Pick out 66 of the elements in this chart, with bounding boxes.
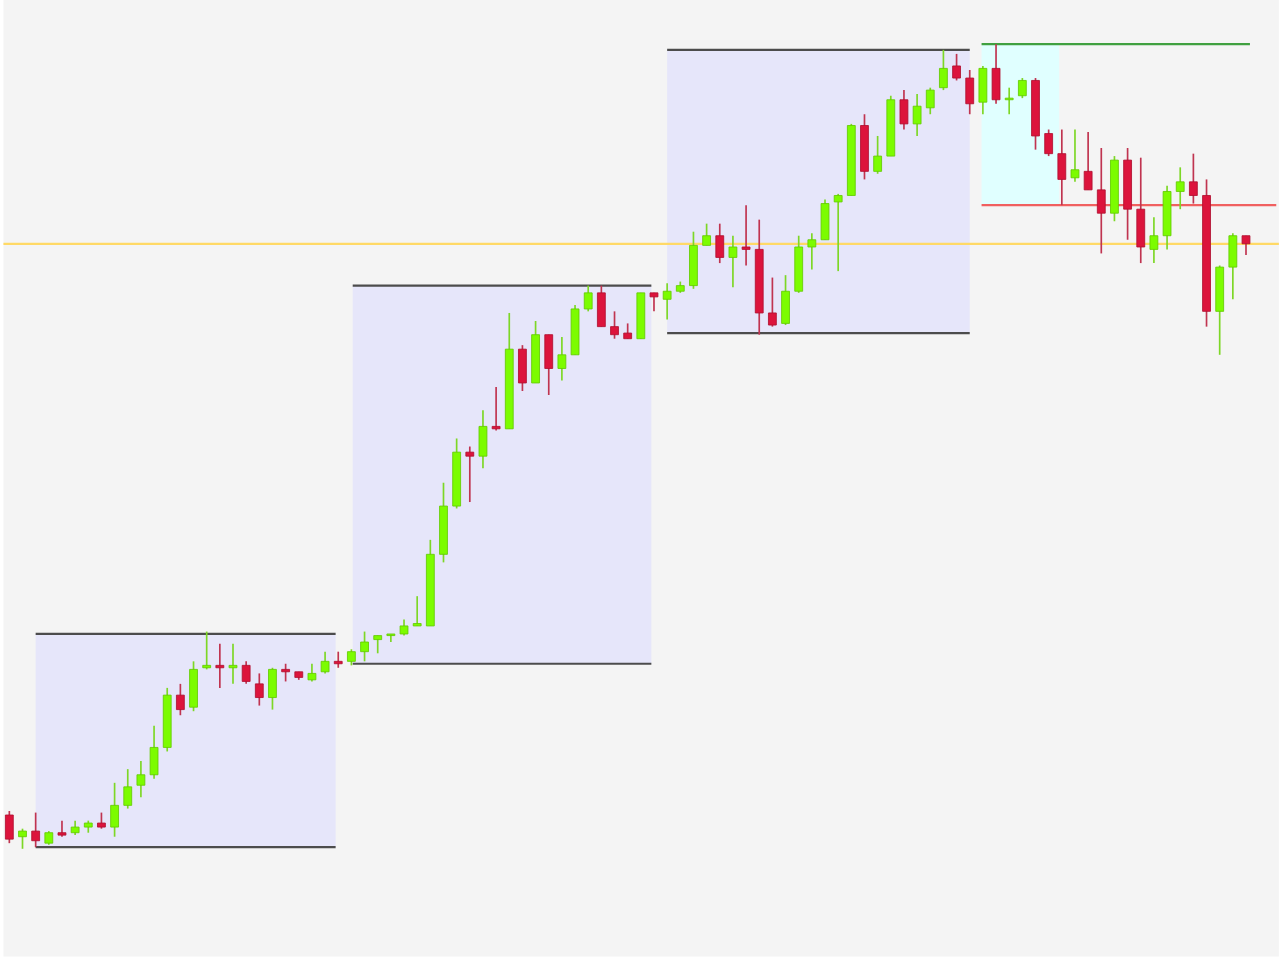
candlestick: [912, 93, 922, 137]
candlestick: [728, 234, 738, 289]
candlestick: [202, 630, 212, 671]
candlestick: [110, 782, 119, 838]
candlestick: [320, 650, 330, 675]
candlestick: [1189, 152, 1198, 205]
candlestick: [939, 49, 948, 91]
candlestick: [860, 113, 869, 181]
candlestick: [491, 386, 501, 432]
candlestick: [254, 672, 264, 707]
candlestick: [189, 660, 198, 713]
candlestick: [1017, 77, 1027, 100]
candlestick: [570, 304, 580, 356]
candlestick: [18, 827, 27, 850]
candlestick: [899, 89, 909, 131]
candlestick: [978, 65, 988, 116]
candlestick: [715, 222, 725, 264]
candlestick: [1215, 264, 1225, 356]
candlestick: [1175, 166, 1185, 211]
candlestick: [1083, 131, 1093, 191]
candlestick: [136, 760, 146, 799]
candlestick: [1096, 147, 1106, 255]
candlestick: [123, 768, 133, 810]
candlestick: [1228, 232, 1238, 301]
candlestick: [952, 53, 961, 82]
candlestick: [649, 292, 659, 313]
candlestick: [1070, 128, 1080, 183]
candlestick: [268, 667, 277, 711]
candlestick: [176, 683, 185, 717]
candlestick: [518, 344, 527, 392]
candlestick: [557, 336, 567, 382]
candlestick: [741, 204, 751, 267]
candlestick: [965, 69, 975, 116]
candlestick: [583, 284, 593, 313]
candlestick: [781, 274, 790, 326]
candlestick: [768, 276, 777, 328]
candlestick: [228, 642, 238, 685]
candlestick: [1241, 234, 1251, 256]
candlestick: [820, 198, 830, 241]
candlestick: [1044, 128, 1054, 157]
candlestick: [241, 660, 251, 685]
candlestick: [465, 445, 475, 503]
candlestick: [833, 193, 843, 273]
candlestick: [360, 630, 369, 663]
candlestick: [412, 595, 422, 627]
candlestick: [1136, 156, 1146, 264]
candlestick: [215, 642, 225, 689]
candlestick: [31, 811, 41, 849]
candlestick: [333, 650, 343, 669]
candlestick: [794, 234, 804, 294]
candlestick: [1004, 86, 1014, 116]
candlestick: [702, 222, 711, 247]
candlestick: [636, 292, 646, 340]
candlestick: [4, 810, 14, 845]
candlestick: [925, 86, 935, 116]
candlestick: [1057, 128, 1067, 207]
candlestick: [597, 284, 606, 328]
candlestick: [873, 135, 883, 175]
candlestick: [478, 409, 488, 470]
candlestick: [610, 310, 619, 340]
candlestick: [991, 43, 1001, 105]
candlestick: [662, 282, 672, 321]
candlestick: [689, 230, 698, 290]
candlestick: [149, 724, 159, 780]
candlestick: [544, 333, 554, 396]
candlestick: [807, 232, 817, 271]
